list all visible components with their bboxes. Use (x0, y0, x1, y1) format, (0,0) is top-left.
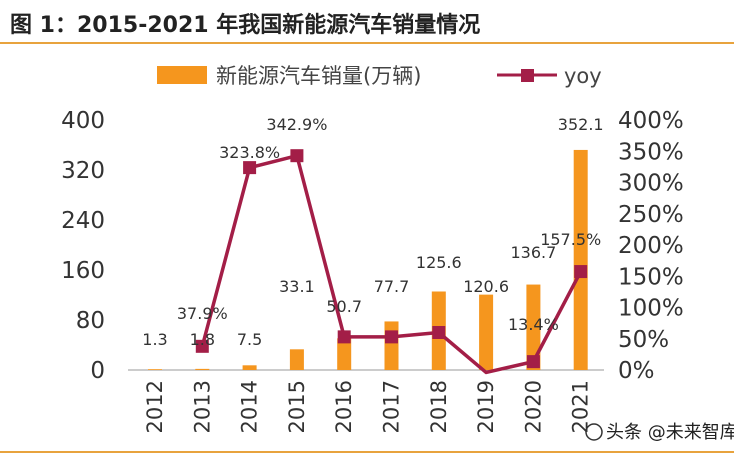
x-tick-label: 2019 (474, 380, 498, 433)
bar-value-label: 50.7 (326, 297, 362, 316)
yoy-point (290, 149, 304, 163)
x-tick-label: 2018 (427, 380, 451, 433)
yoy-value-label: 37.9% (177, 304, 228, 323)
y-left-tick-label: 80 (76, 308, 105, 334)
x-tick-label: 2021 (569, 380, 593, 433)
legend-bar-swatch (157, 66, 207, 84)
x-tick-label: 2016 (332, 380, 356, 433)
x-tick-label: 2020 (521, 380, 545, 433)
bar (384, 321, 399, 370)
y-right-tick-label: 0% (618, 358, 655, 384)
yoy-value-label: 13.4% (508, 315, 559, 334)
bar (195, 368, 210, 370)
bar-value-label: 120.6 (463, 277, 509, 296)
bar (337, 338, 352, 370)
yoy-point (574, 265, 588, 279)
bar (148, 369, 162, 370)
y-right-tick-label: 350% (618, 139, 684, 165)
x-tick-label: 2012 (143, 380, 167, 433)
yoy-line-group (195, 149, 588, 375)
y-left-tick-label: 320 (61, 158, 105, 184)
y-right-tick-label: 100% (618, 296, 684, 322)
y-left-tick-label: 160 (61, 258, 105, 284)
bar (479, 294, 494, 370)
x-tick-label: 2015 (285, 380, 309, 433)
x-tick-label: 2013 (190, 380, 214, 433)
yoy-point (432, 326, 446, 339)
yoy-point (195, 339, 209, 353)
yoy-point (337, 330, 351, 344)
legend-line-label: yoy (564, 64, 602, 88)
y-left-tick-label: 400 (61, 108, 105, 134)
bar-value-label: 125.6 (416, 253, 462, 272)
yoy-value-label: 342.9% (266, 115, 327, 134)
y-right-tick-label: 250% (618, 202, 684, 228)
watermark-text: 头条 @未来智库 (606, 422, 734, 443)
bar-value-label: 77.7 (374, 277, 410, 296)
yoy-point (526, 355, 540, 369)
x-tick-label: 2017 (380, 380, 404, 433)
y-right-tick-label: 50% (618, 327, 669, 353)
line-labels: 37.9% 323.8% 342.9% 13.4% 157.5% (177, 115, 601, 334)
bar-value-label: 1.3 (142, 330, 167, 349)
watermark-icon (585, 423, 603, 441)
legend-line-marker (521, 69, 534, 82)
y-right-ticks: 0% 50% 100% 150% 200% 250% 300% 350% 400% (618, 108, 684, 384)
bar (526, 284, 541, 370)
y-right-tick-label: 150% (618, 264, 684, 290)
yoy-value-label: 157.5% (540, 230, 601, 249)
y-left-ticks: 0 80 160 240 320 400 (61, 108, 105, 384)
y-left-tick-label: 240 (61, 208, 105, 234)
bar-value-label: 1.8 (190, 330, 215, 349)
bar (573, 149, 588, 370)
yoy-value-label: 323.8% (219, 143, 280, 162)
bar (289, 349, 304, 370)
bar-value-label: 136.7 (510, 243, 556, 262)
y-right-tick-label: 400% (618, 108, 684, 134)
chart-title: 图 1：2015-2021 年我国新能源汽车销量情况 (10, 12, 480, 38)
bar (242, 365, 257, 370)
watermark: 头条 @未来智库 (585, 422, 734, 443)
legend: 新能源汽车销量(万辆) yoy (157, 64, 602, 88)
y-right-tick-label: 200% (618, 233, 684, 259)
bar-value-label: 7.5 (237, 330, 262, 349)
legend-bar-label: 新能源汽车销量(万辆) (216, 64, 421, 88)
yoy-point (385, 330, 398, 344)
bar-value-label: 352.1 (558, 115, 604, 134)
x-ticks: 2012 2013 2014 2015 2016 2017 2018 2019 2020 2021 (143, 380, 593, 433)
bar-value-label: 33.1 (279, 277, 315, 296)
y-right-tick-label: 300% (618, 171, 684, 197)
yoy-point (243, 161, 257, 175)
x-tick-label: 2014 (238, 380, 262, 433)
y-left-tick-label: 0 (90, 358, 105, 384)
